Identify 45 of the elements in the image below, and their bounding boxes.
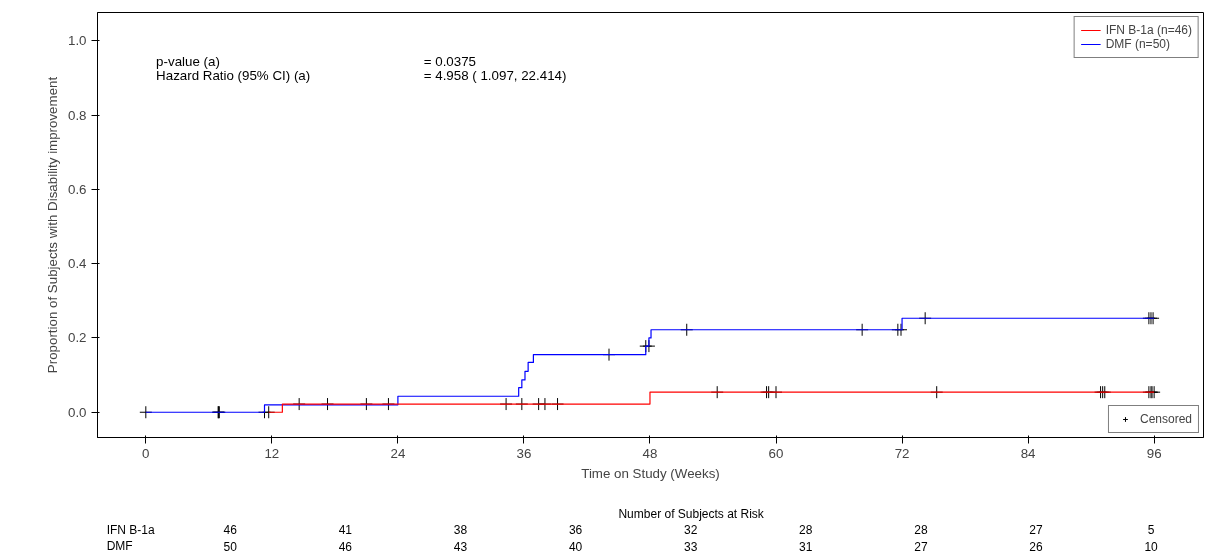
x-tick-label: 72 bbox=[894, 445, 910, 461]
y-tick-label: 0.2 bbox=[67, 330, 87, 346]
text: 28 bbox=[799, 523, 813, 538]
annotation: = 0.0375 bbox=[423, 53, 477, 69]
y-tick-label: 0.0 bbox=[67, 404, 87, 420]
y-tick-label: 1.0 bbox=[67, 33, 87, 49]
text: DMF bbox=[106, 539, 133, 554]
x-tick-label: 60 bbox=[768, 445, 784, 461]
x-tick-label: 84 bbox=[1020, 445, 1037, 461]
legend-label: DMF (n=50) bbox=[1105, 37, 1170, 51]
text: 36 bbox=[568, 523, 583, 538]
text: 50 bbox=[223, 539, 238, 554]
text: 27 bbox=[914, 539, 928, 554]
y-tick-label: 0.6 bbox=[67, 181, 87, 197]
text: 41 bbox=[338, 523, 353, 538]
legend-label: Censored bbox=[1139, 412, 1192, 426]
text: 40 bbox=[568, 539, 583, 554]
text: 28 bbox=[914, 523, 928, 538]
text: Number of Subjects at Risk bbox=[618, 506, 765, 521]
x-tick-label: 0 bbox=[142, 445, 150, 461]
text: 31 bbox=[799, 539, 813, 554]
text: 32 bbox=[683, 523, 698, 538]
y-tick-label: 0.4 bbox=[67, 256, 88, 272]
text: IFN B-1a bbox=[106, 522, 155, 537]
x-tick-label: 12 bbox=[264, 445, 280, 461]
x-axis-title: Time on Study (Weeks) bbox=[581, 465, 720, 481]
text: 27 bbox=[1029, 523, 1043, 538]
text: 26 bbox=[1029, 539, 1043, 554]
y-axis-title: Proportion of Subjects with Disability improvement bbox=[44, 76, 60, 374]
text: 43 bbox=[453, 539, 468, 554]
x-tick-label: 48 bbox=[642, 445, 658, 461]
text: 10 bbox=[1144, 539, 1159, 554]
legend-label: IFN B-1a (n=46) bbox=[1105, 23, 1192, 37]
annotation: Hazard Ratio (95% CI) (a) bbox=[156, 68, 311, 84]
x-tick-label: 24 bbox=[390, 445, 406, 461]
x-tick-label: 96 bbox=[1146, 445, 1162, 461]
text: 5 bbox=[1147, 523, 1155, 538]
y-tick-label: 0.8 bbox=[67, 107, 87, 123]
text: 46 bbox=[338, 539, 353, 554]
text: 33 bbox=[683, 539, 698, 554]
annotation: p-value (a) bbox=[156, 53, 220, 69]
text: 46 bbox=[223, 523, 238, 538]
x-tick-label: 36 bbox=[516, 445, 532, 461]
annotation: = 4.958 ( 1.097, 22.414) bbox=[423, 68, 567, 84]
text: 38 bbox=[453, 523, 468, 538]
